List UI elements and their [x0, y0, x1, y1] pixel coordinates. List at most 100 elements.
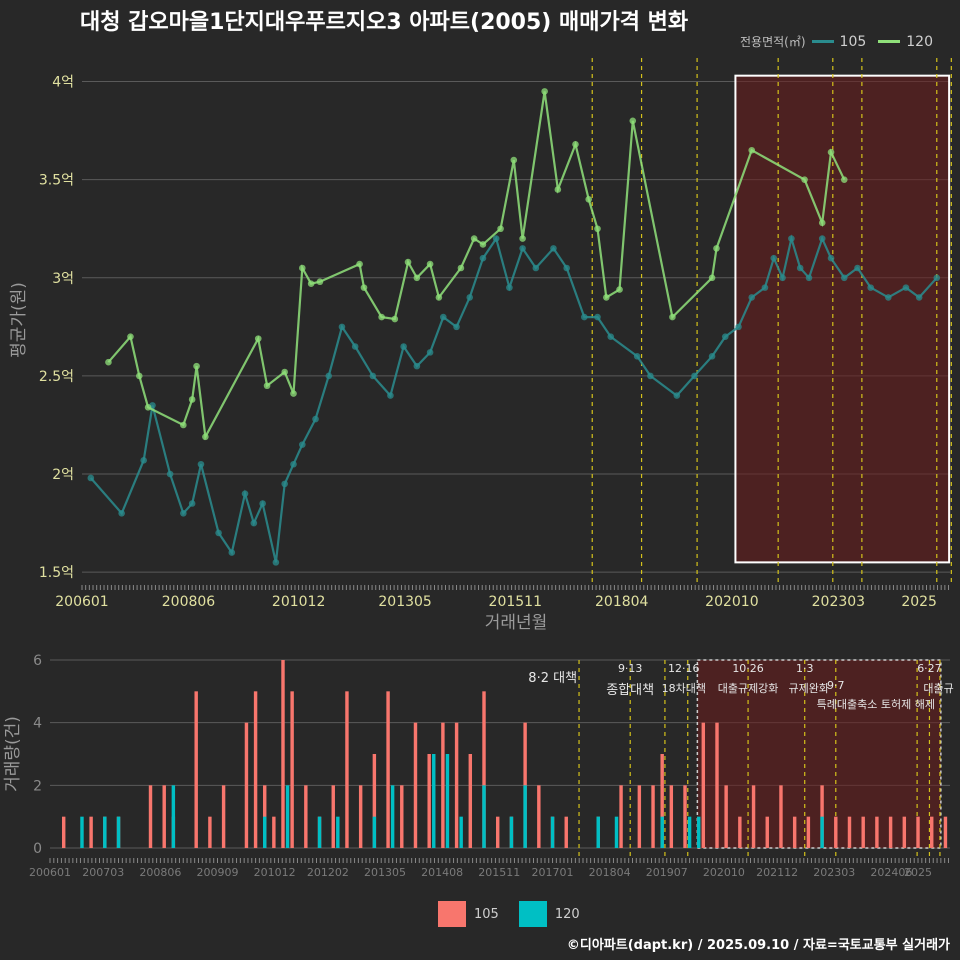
- x-tick-label: 200909: [197, 866, 239, 879]
- x-tick-label: 201511: [478, 866, 520, 879]
- data-point-105: [867, 284, 874, 291]
- data-point-105: [118, 510, 125, 517]
- bar-120: [660, 816, 664, 848]
- policy-annotation: 1·3: [796, 662, 814, 675]
- x-tick-label: 202303: [812, 594, 865, 610]
- bar-105: [902, 816, 907, 848]
- highlight-region: [734, 74, 951, 564]
- data-point-105: [854, 264, 861, 272]
- bar-105: [834, 816, 838, 848]
- data-point-120: [519, 235, 526, 242]
- data-point-120: [105, 358, 112, 366]
- data-point-105: [788, 235, 795, 242]
- legend-swatch-120: [878, 40, 901, 43]
- bar-105: [208, 816, 212, 848]
- bar-120: [171, 785, 176, 848]
- data-point-105: [761, 284, 769, 291]
- data-point-120: [290, 390, 297, 397]
- legend-label-105: 105: [839, 33, 867, 50]
- data-point-105: [563, 264, 570, 272]
- bar-120: [509, 816, 514, 848]
- data-point-105: [290, 460, 297, 468]
- data-point-105: [241, 490, 249, 497]
- bar-120: [390, 785, 395, 848]
- policy-annotation: 9·13: [618, 662, 643, 675]
- policy-annotation: 종합대책: [606, 683, 654, 698]
- data-point-105: [805, 274, 813, 282]
- bar-105: [792, 816, 797, 848]
- x-tick-label: 201804: [589, 866, 631, 879]
- data-point-105: [902, 284, 910, 291]
- data-point-105: [506, 284, 513, 291]
- data-point-105: [779, 274, 786, 282]
- data-point-120: [202, 433, 209, 441]
- data-point-120: [708, 274, 716, 282]
- data-point-105: [413, 362, 421, 370]
- bar-120: [523, 785, 527, 848]
- data-point-120: [135, 372, 143, 380]
- legend-box-120: [518, 901, 547, 927]
- x-tick-label: 201511: [489, 594, 542, 610]
- x-tick-label: 200806: [139, 866, 181, 879]
- bar-105: [162, 785, 166, 848]
- bar-105: [427, 754, 431, 848]
- bar-120: [697, 816, 701, 848]
- bar-105: [400, 785, 404, 848]
- data-point-105: [647, 372, 654, 380]
- y-tick-label: 0: [33, 841, 42, 857]
- x-tick-label: 201408: [421, 866, 463, 879]
- bar-105: [861, 816, 865, 848]
- data-point-105: [387, 392, 394, 399]
- x-tick-label: 202112: [756, 866, 798, 879]
- y-tick-label: 6: [33, 653, 42, 669]
- bar-105: [468, 754, 473, 848]
- data-point-105: [721, 333, 729, 340]
- data-point-105: [166, 470, 174, 478]
- data-point-105: [633, 353, 641, 360]
- data-point-105: [594, 313, 601, 321]
- bar-105: [701, 722, 706, 848]
- data-point-105: [748, 294, 756, 301]
- data-point-105: [519, 245, 526, 252]
- data-point-120: [616, 286, 623, 293]
- bar-105: [651, 785, 655, 848]
- bar-105: [564, 816, 568, 848]
- x-tick-label: 202303: [813, 866, 855, 879]
- data-point-120: [144, 404, 152, 411]
- policy-annotation: 규제완화: [788, 682, 828, 695]
- y-tick-label: 1.5억: [39, 565, 74, 581]
- bar-105: [244, 722, 249, 848]
- data-point-105: [708, 353, 716, 360]
- chart-title: 대청 갑오마을1단지대우푸르지오3 아파트(2005) 매매가격 변화: [80, 10, 689, 35]
- data-point-120: [307, 280, 315, 287]
- x-tick-label: 201305: [364, 866, 406, 879]
- y-tick-label: 2: [33, 778, 42, 794]
- data-point-105: [818, 235, 826, 242]
- bar-105: [738, 816, 742, 848]
- data-point-120: [281, 368, 288, 376]
- data-point-120: [748, 146, 756, 154]
- data-point-120: [391, 315, 399, 323]
- bar-105: [61, 816, 66, 848]
- data-point-120: [479, 241, 487, 248]
- bar-120: [459, 816, 463, 848]
- bar-120: [80, 816, 84, 848]
- y-tick-label: 4억: [52, 75, 74, 91]
- data-point-120: [193, 362, 200, 370]
- bar-105: [930, 816, 934, 848]
- data-point-120: [510, 156, 518, 164]
- data-point-105: [796, 264, 804, 272]
- data-point-120: [254, 335, 262, 342]
- bar-120: [285, 785, 290, 848]
- data-point-105: [426, 349, 434, 356]
- policy-annotation: 대출규제강화: [718, 682, 779, 695]
- bar-120: [596, 816, 600, 848]
- x-tick-label: 200601: [55, 594, 108, 610]
- x-tick-label: 200806: [162, 594, 216, 610]
- bar-105: [875, 816, 879, 848]
- legend-box-105: [438, 901, 466, 927]
- data-point-105: [351, 343, 359, 350]
- bar-105: [637, 785, 642, 848]
- bar-105: [413, 722, 418, 848]
